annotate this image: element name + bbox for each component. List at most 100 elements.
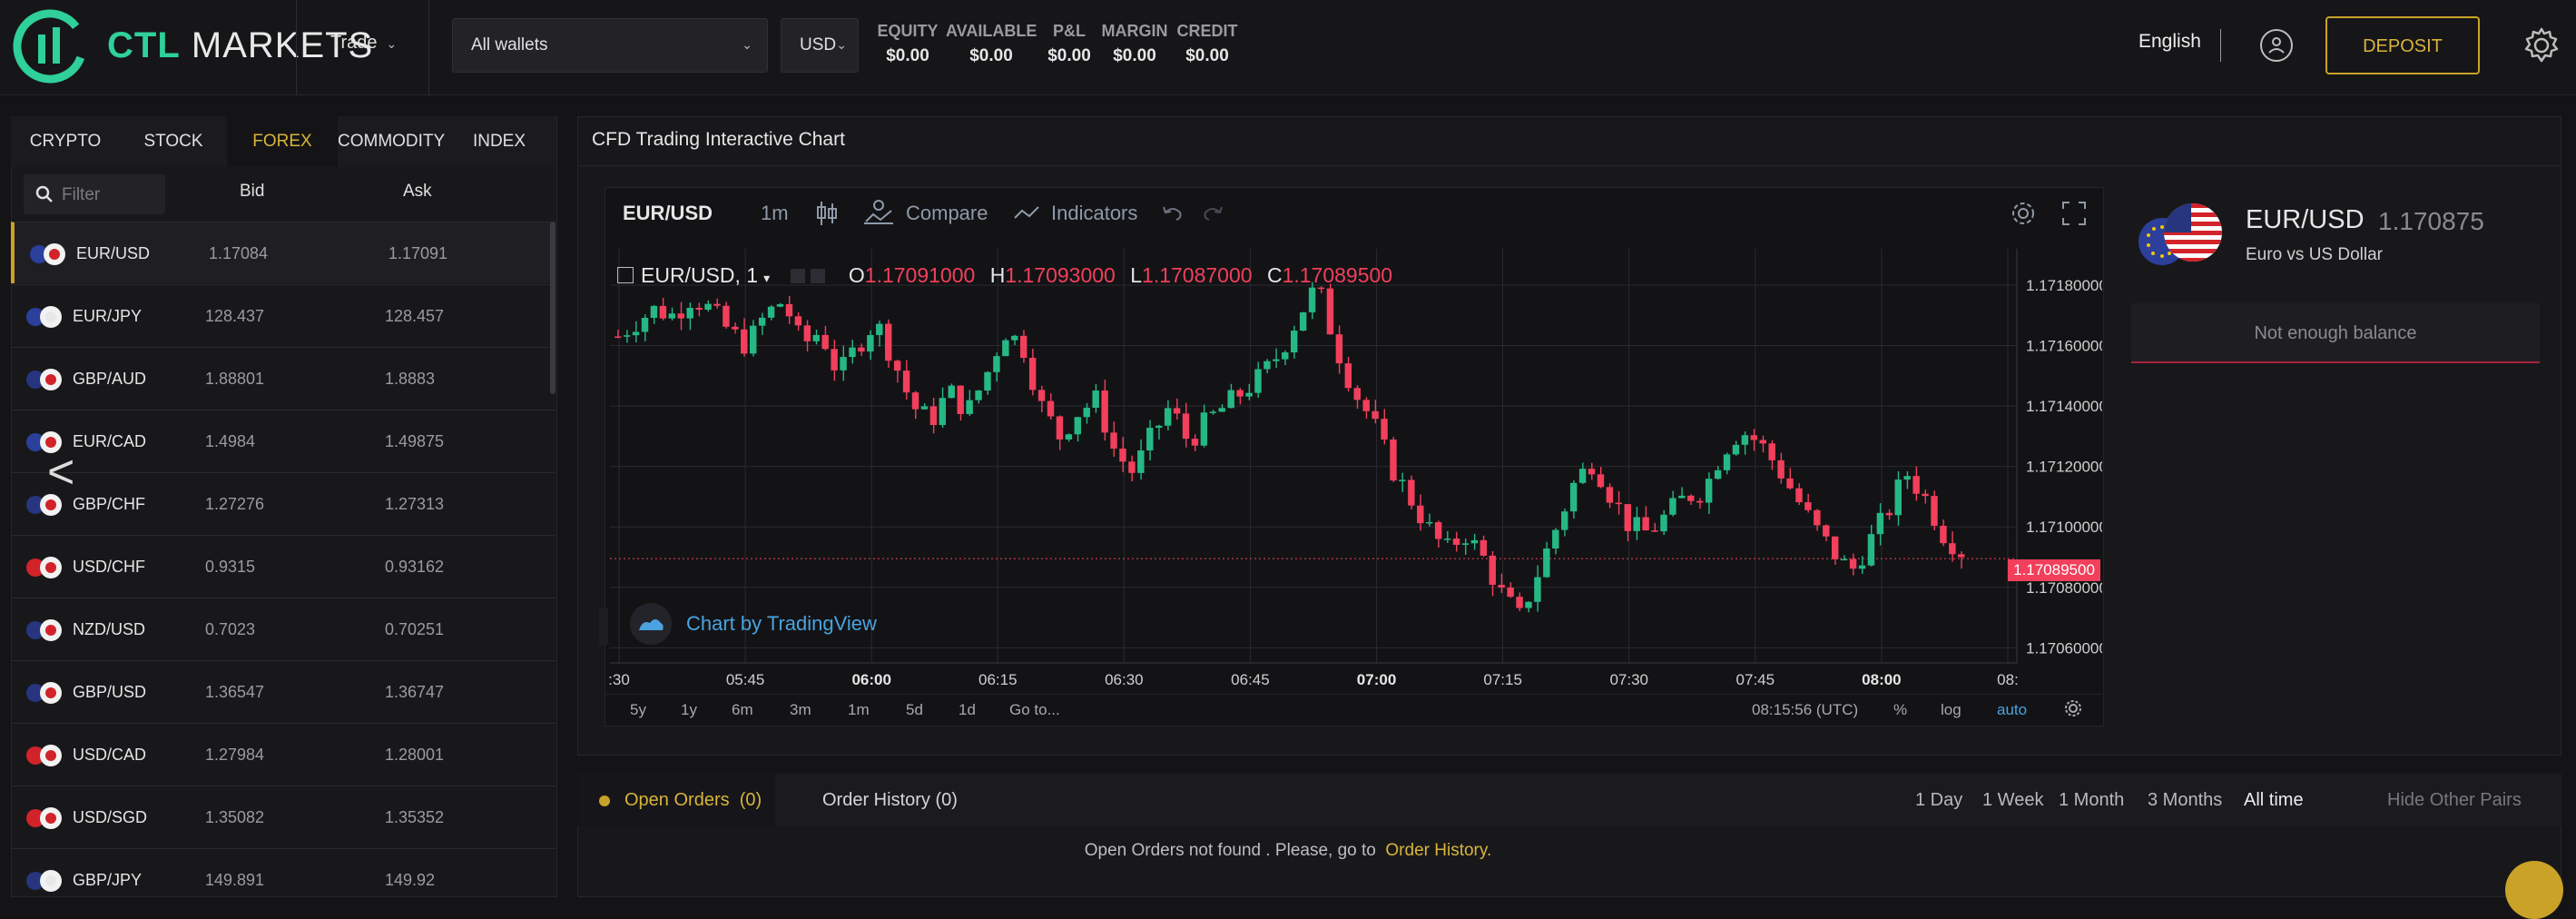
candle-body xyxy=(1182,413,1190,440)
legend-settings-icon[interactable] xyxy=(790,269,805,283)
wallet-select-value: All wallets xyxy=(471,35,548,54)
market-row[interactable]: USD/CAD 1.27984 1.28001 xyxy=(11,723,556,785)
range-button[interactable]: 3m xyxy=(790,701,811,718)
market-row[interactable]: EUR/JPY 128.437 128.457 xyxy=(11,284,556,346)
tab-index[interactable]: INDEX xyxy=(472,132,526,151)
range-button[interactable]: 6m xyxy=(732,701,753,718)
candle-body xyxy=(1282,352,1289,360)
prev-arrow[interactable]: < xyxy=(47,446,75,499)
side-toolbar-toggle[interactable] xyxy=(599,608,608,645)
hide-other-pairs-toggle[interactable]: Hide Other Pairs xyxy=(2387,790,2522,810)
interval-select[interactable]: 1m xyxy=(761,202,789,224)
period-3-months[interactable]: 3 Months xyxy=(2148,790,2223,810)
bid-price: 1.27276 xyxy=(205,495,265,513)
currency-select[interactable]: USD ⌄ xyxy=(781,18,859,73)
filter-input[interactable] xyxy=(60,182,163,209)
trade-menu[interactable]: Trade ⌄ xyxy=(330,33,397,54)
deposit-button[interactable]: DEPOSIT xyxy=(2325,16,2480,74)
range-button[interactable]: 5y xyxy=(630,701,646,718)
language-select[interactable]: English xyxy=(2138,31,2201,52)
period-1-week[interactable]: 1 Week xyxy=(1982,790,2044,810)
market-row[interactable]: GBP/CHF 1.27276 1.27313 xyxy=(11,472,556,534)
range-button[interactable]: 1m xyxy=(848,701,870,718)
percent-toggle[interactable]: % xyxy=(1893,701,1908,718)
candle-body xyxy=(641,318,649,332)
metric-label: CREDIT xyxy=(1176,22,1238,40)
tab-crypto[interactable]: CRYPTO xyxy=(29,132,102,151)
candle-body xyxy=(1245,392,1253,397)
market-row[interactable]: EUR/CAD 1.4984 1.49875 xyxy=(11,410,556,471)
candle-body xyxy=(1489,555,1496,585)
compare-icon[interactable] xyxy=(862,198,895,227)
pair-name: USD/SGD xyxy=(73,808,148,826)
auto-toggle[interactable]: auto xyxy=(1997,701,2028,718)
candle-body xyxy=(1543,548,1550,578)
pair-name: EUR/USD xyxy=(76,244,151,262)
tab-stock[interactable]: STOCK xyxy=(143,132,203,151)
indicators-icon[interactable] xyxy=(1013,203,1040,222)
filter-field[interactable] xyxy=(24,174,165,214)
candles-style-icon[interactable] xyxy=(815,200,839,227)
candle-body xyxy=(803,325,811,341)
market-row[interactable]: EUR/USD 1.17084 1.17091 xyxy=(11,222,556,283)
candle-body xyxy=(1119,449,1126,462)
range-button[interactable]: Go to... xyxy=(1009,701,1060,718)
tab-commodity[interactable]: COMMODITY xyxy=(338,132,446,151)
tradingview-link[interactable]: Chart by TradingView xyxy=(686,612,877,635)
compare-button[interactable]: Compare xyxy=(906,202,988,224)
tab-forex[interactable]: FOREX xyxy=(227,116,338,167)
ask-price: 0.70251 xyxy=(385,620,445,638)
pair-flag-icon xyxy=(26,682,62,704)
market-row[interactable]: NZD/USD 0.7023 0.70251 xyxy=(11,598,556,659)
brand-name[interactable]: CTL MARKETS xyxy=(107,25,373,66)
tradingview-logo-icon[interactable] xyxy=(630,603,672,645)
candle-body xyxy=(1443,539,1451,540)
tab-open-orders[interactable] xyxy=(577,774,775,826)
chat-support-icon[interactable] xyxy=(2505,861,2563,919)
period-1-month[interactable]: 1 Month xyxy=(2059,790,2125,810)
legend-close-icon[interactable] xyxy=(810,269,825,283)
candle-body xyxy=(1299,311,1307,331)
scrollbar-thumb[interactable] xyxy=(550,222,556,394)
range-button[interactable]: 1d xyxy=(959,701,976,718)
price-tick-label: 1.17080000 xyxy=(2026,579,2102,597)
symbol-search[interactable]: EUR/USD xyxy=(623,202,713,224)
fullscreen-icon[interactable] xyxy=(2060,200,2088,227)
market-row[interactable]: GBP/JPY 149.891 149.92 xyxy=(11,848,556,910)
period-all-time[interactable]: All time xyxy=(2244,790,2304,810)
open-orders-label[interactable]: Open Orders (0) xyxy=(624,790,762,811)
market-row[interactable]: USD/SGD 1.35082 1.35352 xyxy=(11,786,556,847)
market-row[interactable]: USD/CHF 0.9315 0.93162 xyxy=(11,535,556,597)
range-button[interactable]: 1y xyxy=(681,701,697,718)
range-button[interactable]: 5d xyxy=(906,701,923,718)
chart-settings-icon[interactable] xyxy=(2010,200,2037,227)
candle-body xyxy=(1074,417,1082,435)
utc-clock[interactable]: 08:15:56 (UTC) xyxy=(1752,701,1859,718)
scale-settings-icon[interactable] xyxy=(2064,699,2082,717)
period-1-day[interactable]: 1 Day xyxy=(1915,790,1963,810)
column-header-bid[interactable]: Bid xyxy=(240,182,265,201)
order-history-link[interactable]: Order History. xyxy=(1385,841,1492,860)
legend-collapse-icon[interactable] xyxy=(617,267,634,283)
candle-body xyxy=(1849,558,1857,569)
market-row[interactable]: GBP/AUD 1.88801 1.8883 xyxy=(11,347,556,409)
wallet-select[interactable]: All wallets ⌄ xyxy=(452,18,768,73)
undo-icon[interactable] xyxy=(1162,203,1184,223)
redo-icon[interactable] xyxy=(1202,203,1224,223)
column-header-ask[interactable]: Ask xyxy=(403,182,432,201)
candle-body xyxy=(1876,512,1884,535)
candle-body xyxy=(911,392,919,410)
candle-body xyxy=(867,334,874,352)
user-account-icon[interactable] xyxy=(2258,27,2295,64)
brand-logo-icon[interactable] xyxy=(11,7,89,85)
log-toggle[interactable]: log xyxy=(1941,701,1961,718)
candle-body xyxy=(821,334,829,350)
indicators-button[interactable]: Indicators xyxy=(1051,202,1138,224)
gear-icon[interactable] xyxy=(2522,25,2561,65)
not-enough-balance-button[interactable]: Not enough balance xyxy=(2131,303,2540,363)
chevron-down-icon[interactable]: ▾ xyxy=(763,271,771,285)
candle-body xyxy=(1561,511,1568,530)
candlestick-chart[interactable]: 1.17180000 1.17160000 1.17140000 1.17120000… xyxy=(605,242,2102,696)
tab-order-history[interactable]: Order History (0) xyxy=(822,790,958,810)
market-row[interactable]: GBP/USD 1.36547 1.36747 xyxy=(11,660,556,722)
